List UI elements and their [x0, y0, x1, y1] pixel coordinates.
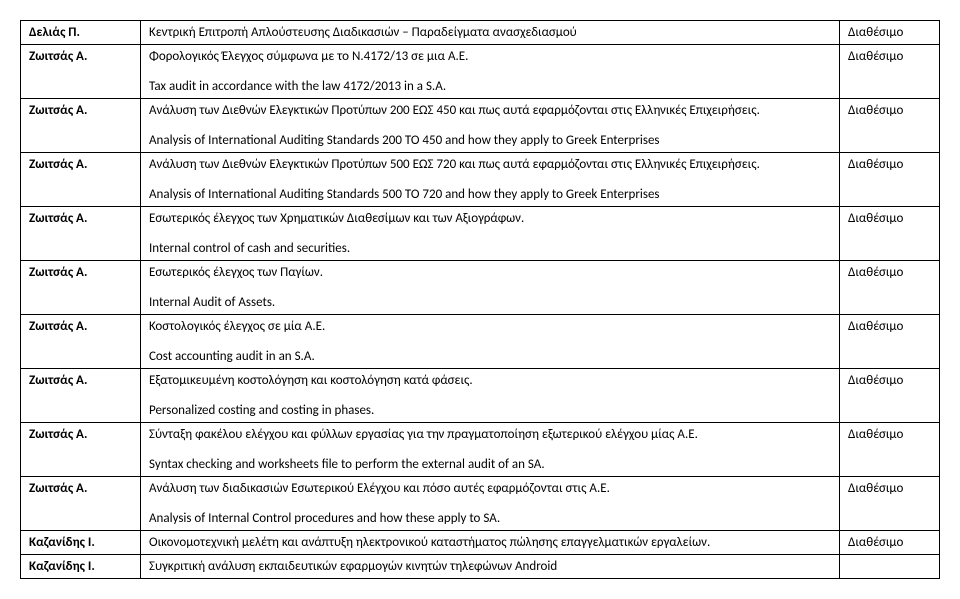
table-row: Ζωιτσάς Α.Φορολογικός Έλεγχος σύμφωνα με… [21, 45, 940, 99]
thesis-description: Ανάλυση των Διεθνών Ελεγκτικών Προτύπων … [141, 99, 840, 153]
table-row: Ζωιτσάς Α.Εσωτερικός έλεγχος των Παγίων.… [21, 261, 940, 315]
supervisor-name: Καζανίδης Ι. [21, 555, 141, 579]
supervisor-name: Ζωιτσάς Α. [21, 207, 141, 261]
supervisor-name: Ζωιτσάς Α. [21, 261, 141, 315]
thesis-description: Κοστολογικός έλεγχος σε μία Α.Ε. Cost ac… [141, 315, 840, 369]
thesis-description: Φορολογικός Έλεγχος σύμφωνα με το Ν.4172… [141, 45, 840, 99]
supervisor-name: Ζωιτσάς Α. [21, 315, 141, 369]
table-row: Καζανίδης Ι.Οικονομοτεχνική μελέτη και α… [21, 531, 940, 555]
table-row: Ζωιτσάς Α.Ανάλυση των Διεθνών Ελεγκτικών… [21, 99, 940, 153]
availability-status [840, 555, 940, 579]
supervisor-name: Ζωιτσάς Α. [21, 153, 141, 207]
thesis-description: Συγκριτική ανάλυση εκπαιδευτικών εφαρμογ… [141, 555, 840, 579]
availability-status: Διαθέσιμο [840, 423, 940, 477]
availability-status: Διαθέσιμο [840, 45, 940, 99]
table-row: Ζωιτσάς Α.Ανάλυση των Διεθνών Ελεγκτικών… [21, 153, 940, 207]
availability-status: Διαθέσιμο [840, 315, 940, 369]
availability-status: Διαθέσιμο [840, 99, 940, 153]
thesis-table: Δελιάς Π.Κεντρική Επιτροπή Απλούστευσης … [20, 20, 940, 579]
thesis-description: Εξατομικευμένη κοστολόγηση και κοστολόγη… [141, 369, 840, 423]
thesis-description: Ανάλυση των Διεθνών Ελεγκτικών Προτύπων … [141, 153, 840, 207]
table-row: Ζωιτσάς Α.Εξατομικευμένη κοστολόγηση και… [21, 369, 940, 423]
supervisor-name: Ζωιτσάς Α. [21, 423, 141, 477]
thesis-description: Ανάλυση των διαδικασιών Εσωτερικού Ελέγχ… [141, 477, 840, 531]
thesis-description: Οικονομοτεχνική μελέτη και ανάπτυξη ηλεκ… [141, 531, 840, 555]
table-row: Καζανίδης Ι.Συγκριτική ανάλυση εκπαιδευτ… [21, 555, 940, 579]
thesis-description: Σύνταξη φακέλου ελέγχου και φύλλων εργασ… [141, 423, 840, 477]
availability-status: Διαθέσιμο [840, 369, 940, 423]
availability-status: Διαθέσιμο [840, 207, 940, 261]
thesis-description: Εσωτερικός έλεγχος των Παγίων. Internal … [141, 261, 840, 315]
availability-status: Διαθέσιμο [840, 261, 940, 315]
table-row: Ζωιτσάς Α.Σύνταξη φακέλου ελέγχου και φύ… [21, 423, 940, 477]
table-row: Ζωιτσάς Α.Εσωτερικός έλεγχος των Χρηματι… [21, 207, 940, 261]
supervisor-name: Καζανίδης Ι. [21, 531, 141, 555]
availability-status: Διαθέσιμο [840, 477, 940, 531]
supervisor-name: Ζωιτσάς Α. [21, 477, 141, 531]
table-row: Ζωιτσάς Α.Ανάλυση των διαδικασιών Εσωτερ… [21, 477, 940, 531]
supervisor-name: Ζωιτσάς Α. [21, 369, 141, 423]
supervisor-name: Ζωιτσάς Α. [21, 99, 141, 153]
thesis-description: Εσωτερικός έλεγχος των Χρηματικών Διαθεσ… [141, 207, 840, 261]
table-row: Δελιάς Π.Κεντρική Επιτροπή Απλούστευσης … [21, 21, 940, 45]
availability-status: Διαθέσιμο [840, 153, 940, 207]
thesis-description: Κεντρική Επιτροπή Απλούστευσης Διαδικασι… [141, 21, 840, 45]
supervisor-name: Ζωιτσάς Α. [21, 45, 141, 99]
table-row: Ζωιτσάς Α.Κοστολογικός έλεγχος σε μία Α.… [21, 315, 940, 369]
supervisor-name: Δελιάς Π. [21, 21, 141, 45]
availability-status: Διαθέσιμο [840, 531, 940, 555]
availability-status: Διαθέσιμο [840, 21, 940, 45]
